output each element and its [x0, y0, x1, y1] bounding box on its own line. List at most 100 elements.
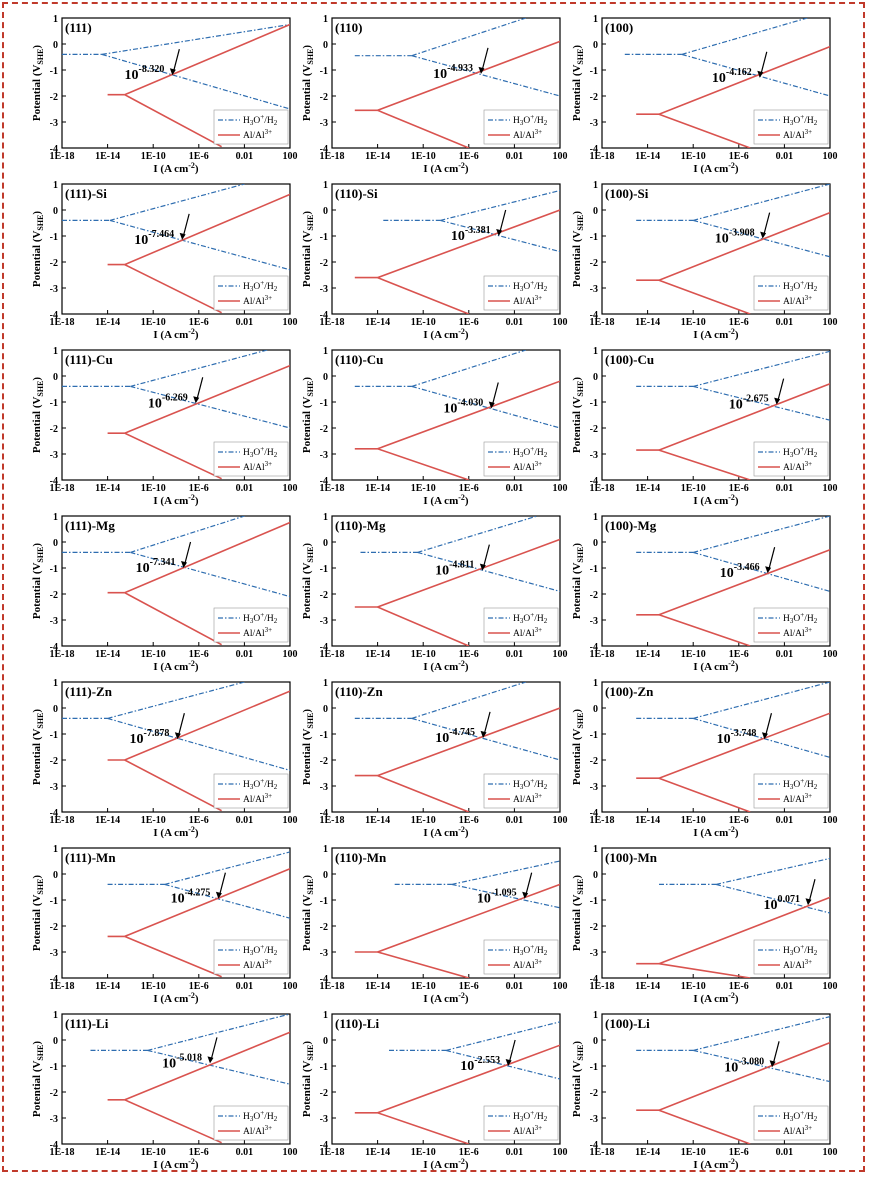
- y-tick-label: -4: [50, 974, 58, 985]
- al-al3-line: [124, 759, 222, 812]
- corrosion-arrow: [483, 711, 491, 736]
- x-tick-label: 1E-18: [590, 151, 615, 162]
- corrosion-arrow-head: [774, 397, 781, 405]
- y-tick-label: -2: [590, 1088, 598, 1099]
- plot-lines: [354, 1021, 560, 1144]
- corrosion-arrow: [218, 872, 226, 896]
- x-tick-label: 1E-18: [590, 981, 615, 992]
- corrosion-arrow-head: [505, 1059, 512, 1066]
- corrosion-current-label: 10-4.745: [435, 727, 475, 746]
- plot-lines: [354, 682, 560, 812]
- corrosion-current-label: 10-4.275: [171, 888, 211, 907]
- x-tick-label: 1E-18: [50, 317, 75, 328]
- y-tick-label: -2: [320, 922, 328, 933]
- h3o-h2-line: [693, 350, 830, 387]
- h3o-h2-line: [411, 385, 560, 429]
- y-axis-label: Potential (VSHE): [31, 709, 45, 786]
- corrosion-arrow: [172, 49, 180, 73]
- x-tick-label: 1E-18: [50, 1147, 75, 1158]
- y-tick-label: 1: [53, 678, 58, 689]
- legend-h3o-label: H3O+/H2: [513, 777, 548, 791]
- corrosion-current-label: 100.071: [763, 894, 800, 913]
- legend-al-label: Al/Al3+: [513, 128, 542, 141]
- y-tick-label: -1: [590, 66, 598, 77]
- y-tick-label: 1: [323, 512, 328, 523]
- x-tick-label: 1E-14: [95, 151, 120, 162]
- y-tick-label: -3: [50, 782, 58, 793]
- y-axis-label: Potential (VSHE): [31, 543, 45, 620]
- al-al3-line: [124, 263, 222, 314]
- corrosion-arrow-head: [761, 732, 768, 740]
- x-tick-label: 1E-6: [729, 815, 749, 826]
- al-al3-line: [658, 962, 751, 978]
- al-al3-line: [124, 591, 222, 646]
- x-tick-label: 1E-10: [141, 151, 166, 162]
- x-tick-label: 100: [283, 649, 298, 660]
- x-axis-label: I (A cm-2): [423, 1157, 469, 1171]
- corrosion-arrow-head: [207, 1056, 214, 1064]
- legend-h3o-label: H3O+/H2: [513, 279, 548, 293]
- x-tick-label: 100: [283, 815, 298, 826]
- x-tick-label: 100: [553, 815, 568, 826]
- x-tick-label: 1E-18: [590, 649, 615, 660]
- x-tick-label: 0.01: [506, 815, 524, 826]
- x-axis-label: I (A cm-2): [423, 991, 469, 1005]
- y-tick-label: 1: [593, 14, 598, 25]
- panel-title: (110)-Li: [335, 1016, 379, 1031]
- h3o-h2-line: [411, 717, 560, 761]
- y-tick-label: 0: [323, 1036, 328, 1047]
- x-tick-label: 1E-18: [50, 649, 75, 660]
- plot-lines: [62, 23, 290, 148]
- x-tick-label: 1E-18: [320, 815, 345, 826]
- y-tick-label: -2: [320, 424, 328, 435]
- y-axis-label: Potential (VSHE): [301, 377, 315, 454]
- legend-box: [213, 1105, 289, 1141]
- y-axis-label: Potential (VSHE): [301, 1041, 315, 1118]
- x-tick-label: 0.01: [506, 317, 524, 328]
- legend-h3o-label: H3O+/H2: [783, 445, 818, 459]
- al-al3-line: [124, 1099, 222, 1144]
- y-tick-label: -2: [590, 258, 598, 269]
- corrosion-arrow-head: [480, 730, 487, 738]
- al-al3-line: [377, 1044, 560, 1114]
- x-tick-label: 100: [823, 151, 838, 162]
- x-tick-label: 0.01: [776, 815, 794, 826]
- y-axis-label: Potential (VSHE): [31, 211, 45, 288]
- corrosion-arrow: [177, 713, 185, 737]
- y-axis-label: Potential (VSHE): [571, 543, 585, 620]
- corrosion-arrow-head: [757, 70, 764, 78]
- x-tick-label: 1E-10: [411, 649, 436, 660]
- plot-lines: [90, 1014, 290, 1144]
- al-al3-line: [658, 383, 830, 451]
- x-tick-label: 1E-18: [590, 815, 615, 826]
- x-axis-label: I (A cm-2): [153, 161, 199, 175]
- x-tick-label: 1E-10: [141, 317, 166, 328]
- y-tick-label: -1: [50, 1062, 58, 1073]
- al-al3-line: [124, 364, 290, 434]
- y-tick-label: -1: [320, 1062, 328, 1073]
- chart-panel: 1 0 -1 -2 -3 -41E-18 1E-14 1E-10 1E-6 0.01 100 I (A…: [31, 180, 298, 341]
- y-tick-label: 0: [53, 1036, 58, 1047]
- x-tick-label: 1E-18: [590, 317, 615, 328]
- al-al3-line: [377, 774, 470, 812]
- y-tick-label: -1: [590, 730, 598, 741]
- x-axis-label: I (A cm-2): [153, 327, 199, 341]
- x-tick-label: 1E-14: [635, 317, 660, 328]
- x-tick-label: 1E-14: [95, 317, 120, 328]
- x-tick-label: 1E-18: [590, 1147, 615, 1158]
- y-tick-label: -4: [320, 1140, 328, 1151]
- x-tick-label: 1E-6: [189, 317, 209, 328]
- legend-h3o-label: H3O+/H2: [513, 943, 548, 957]
- y-tick-label: 0: [53, 372, 58, 383]
- y-tick-label: 1: [53, 1010, 58, 1021]
- x-axis-label: I (A cm-2): [153, 1157, 199, 1171]
- x-tick-label: 1E-18: [320, 649, 345, 660]
- panel-title: (111)-Cu: [65, 352, 113, 367]
- y-tick-label: -1: [50, 66, 58, 77]
- x-axis-label: I (A cm-2): [693, 659, 739, 673]
- x-tick-label: 0.01: [506, 1147, 524, 1158]
- x-tick-label: 0.01: [506, 483, 524, 494]
- corrosion-current-label: 10-1.095: [477, 888, 517, 907]
